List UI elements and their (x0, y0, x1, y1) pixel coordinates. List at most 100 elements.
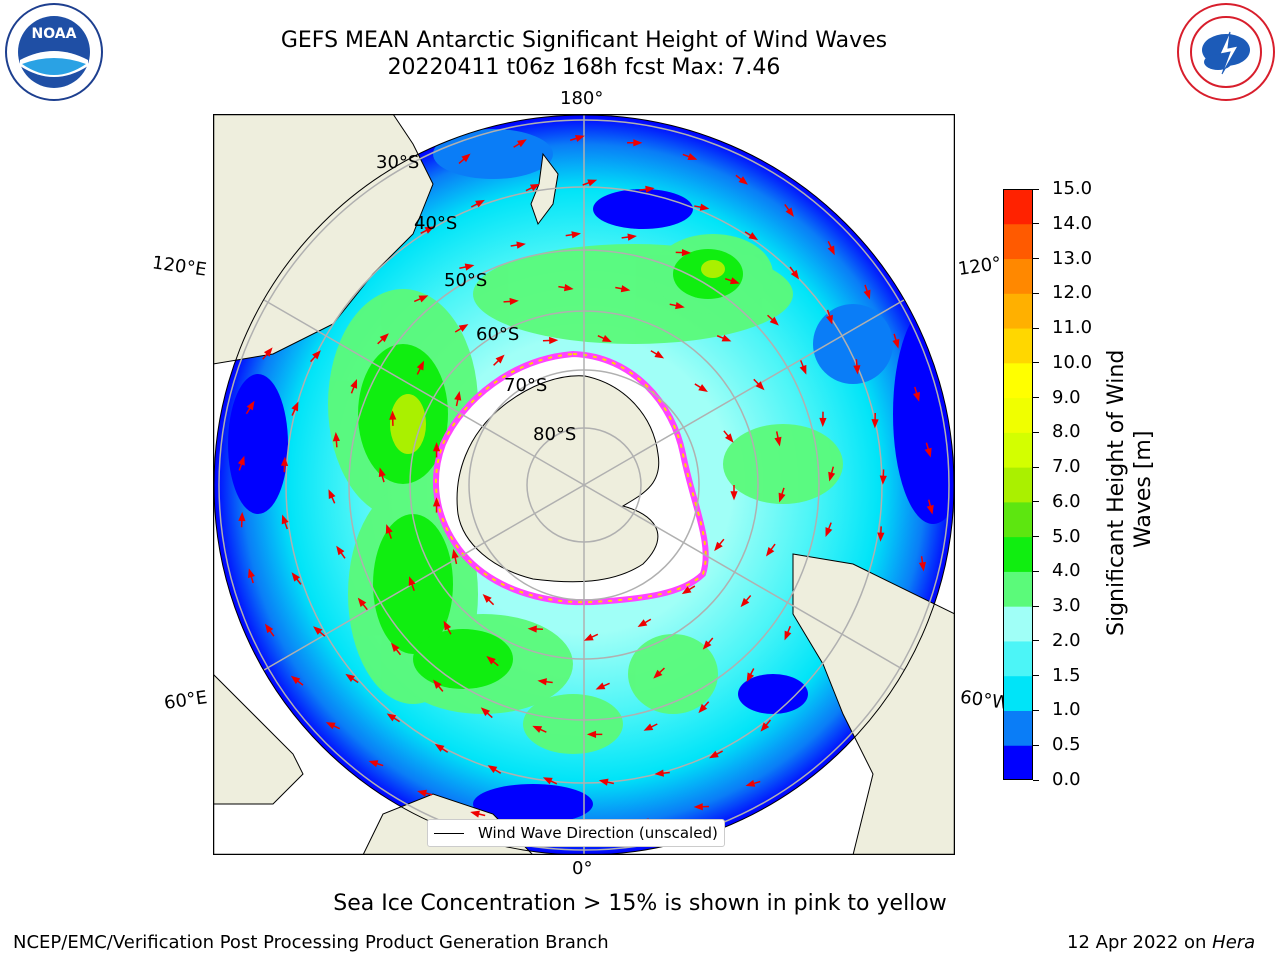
wave-direction-arrowhead (263, 347, 273, 357)
colorbar-bin (1003, 362, 1033, 399)
wave-direction-arrowhead (328, 489, 336, 500)
wave-direction-arrowhead (247, 568, 255, 579)
colorbar-bin (1003, 745, 1033, 781)
wave-direction-arrowhead (281, 514, 289, 525)
colorbar-tick-label: 3.0 (1052, 595, 1081, 617)
wave-direction-arrowhead (654, 769, 664, 777)
wave-direction-arrowhead (378, 467, 386, 478)
wave-direction-arrowhead (537, 678, 547, 686)
colorbar-tick-label: 14.0 (1052, 212, 1093, 234)
antarctic-map (212, 113, 956, 856)
wave-direction-arrowhead (434, 743, 445, 752)
wave-direction-arrowhead (892, 338, 900, 349)
wave-direction-arrowhead (357, 597, 367, 608)
wave-direction-arrowhead (748, 232, 759, 241)
wave-direction-arrowhead (799, 364, 807, 375)
colorbar-tick-mark (1033, 536, 1039, 538)
colorbar-tick-mark (1033, 258, 1039, 260)
wave-direction-arrowhead (542, 777, 553, 785)
wave-direction-arrowhead (237, 455, 245, 466)
wave-direction-arrowhead (826, 314, 833, 325)
colorbar-tick-mark (1033, 466, 1039, 468)
wave-direction-arrowhead (563, 284, 574, 292)
wave-direction-arrowhead (595, 682, 606, 690)
colorbar-tick-label: 8.0 (1052, 421, 1081, 443)
wave-direction-arrowhead (714, 541, 723, 552)
wave-direction-arrowhead (587, 179, 598, 187)
wave-direction-arrowhead (475, 199, 485, 208)
wave-direction-arrowhead (675, 302, 685, 310)
wave-direction-arrowhead (495, 354, 505, 364)
wave-direction-arrowhead (408, 576, 416, 587)
wave-direction-arrowhead (246, 400, 255, 411)
lat-label-30s: 30°S (376, 152, 420, 173)
wave-direction-arrowhead (379, 333, 389, 343)
wave-direction-arrowhead (637, 619, 648, 627)
wave-direction-arrowhead (470, 810, 480, 818)
wave-direction-arrowhead (653, 669, 663, 679)
wave-direction-arrowhead (586, 730, 597, 738)
wave-direction-arrowhead (643, 723, 654, 731)
wave-direction-arrowhead (290, 675, 301, 685)
wave-direction-arrowhead (766, 547, 775, 557)
legend-label: Wind Wave Direction (unscaled) (478, 824, 718, 842)
wave-direction-arrowhead (527, 625, 537, 633)
wave-direction-arrowhead (627, 233, 637, 241)
colorbar-bin (1003, 467, 1033, 503)
footer-right: 12 Apr 2022 on Hera (1067, 932, 1255, 953)
chart-subtitle: 20220411 t06z 168h fcst Max: 7.46 (387, 55, 781, 80)
lat-label-50s: 50°S (444, 270, 488, 291)
lon-label-120w: 120° (956, 253, 1003, 280)
lat-label-60s: 60°S (476, 324, 520, 345)
wave-direction-arrowhead (454, 391, 462, 401)
wave-direction-arrowhead (368, 760, 379, 768)
colorbar-tick-mark (1033, 292, 1039, 294)
wave-direction-arrowhead (417, 789, 427, 797)
wave-direction-arrowhead (645, 185, 655, 193)
noaa-logo-text: NOAA (32, 26, 77, 42)
wave-direction-arrowhead (774, 436, 782, 447)
wave-direction-arrowhead (443, 620, 452, 631)
colorbar-tick-mark (1033, 397, 1039, 399)
wave-direction-arrowhead (913, 391, 921, 402)
wave-direction-arrowhead (702, 640, 712, 650)
wave-direction-arrowhead (350, 378, 358, 389)
colorbar-tick-label: 9.0 (1052, 386, 1081, 408)
legend-line-swatch (434, 832, 464, 834)
colorbar-bin (1003, 432, 1033, 468)
wave-direction-arrowhead (785, 207, 794, 217)
colorbar (1003, 189, 1033, 781)
wave-direction-arrowhead (571, 231, 581, 239)
colorbar-tick-label: 1.0 (1052, 699, 1081, 721)
colorbar-bin (1003, 189, 1033, 225)
wave-direction-arrowhead (458, 324, 469, 332)
wave-direction-arrowhead (389, 410, 397, 420)
wave-direction-arrowhead (871, 419, 879, 429)
wave-direction-arrowhead (853, 365, 861, 375)
wave-direction-arrowhead (924, 447, 932, 458)
wave-direction-arrowhead (681, 586, 692, 595)
wave-direction-arrowhead (418, 295, 429, 303)
wave-direction-arrowhead (746, 672, 755, 683)
colorbar-tick-label: 15.0 (1052, 178, 1093, 199)
colorbar-tick-mark (1033, 188, 1039, 190)
colorbar-tick-label: 10.0 (1052, 351, 1093, 373)
wave-direction-arrowhead (598, 778, 609, 786)
wave-direction-arrowhead (529, 183, 540, 192)
wave-direction-arrowhead (345, 673, 355, 682)
wave-direction-arrowhead (877, 532, 885, 542)
colorbar-bin (1003, 710, 1033, 746)
colorbar-tick-label: 0.0 (1052, 769, 1081, 790)
wave-direction-arrowhead (825, 527, 833, 537)
wave-direction-arrowhead (325, 722, 336, 730)
wave-direction-arrowhead (264, 623, 274, 634)
wave-direction-arrowhead (755, 381, 765, 391)
colorbar-bin (1003, 258, 1033, 294)
colorbar-label-line2: Waves [m] (1131, 430, 1156, 548)
wave-direction-arrowhead (416, 360, 425, 371)
colorbar-bin (1003, 293, 1033, 329)
colorbar-tick-mark (1033, 362, 1039, 364)
map-legend: Wind Wave Direction (unscaled) (427, 819, 725, 847)
wave-direction-arrowhead (602, 334, 612, 343)
colorbar-tick-mark (1033, 570, 1039, 572)
